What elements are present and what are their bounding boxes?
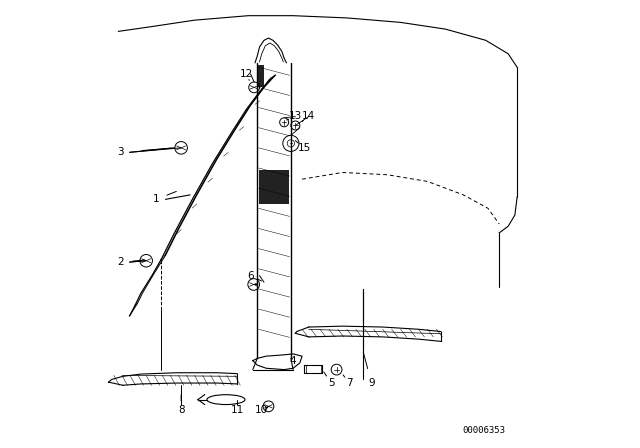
Text: 13: 13	[289, 112, 302, 121]
Text: 7: 7	[346, 378, 353, 388]
Text: 6: 6	[247, 271, 254, 280]
Text: 5: 5	[328, 378, 335, 388]
Text: 1: 1	[153, 194, 160, 204]
Ellipse shape	[207, 395, 245, 405]
Text: 10: 10	[255, 405, 268, 415]
Text: 2: 2	[117, 257, 124, 267]
Text: 15: 15	[298, 143, 311, 153]
Text: 8: 8	[178, 405, 184, 415]
Text: 00006353: 00006353	[462, 426, 505, 435]
Text: 3: 3	[117, 147, 124, 157]
Text: 12: 12	[239, 69, 253, 79]
Text: 4: 4	[290, 356, 296, 366]
Polygon shape	[260, 76, 273, 92]
Text: 9: 9	[368, 378, 375, 388]
Polygon shape	[258, 65, 264, 87]
Text: 11: 11	[230, 405, 244, 415]
Bar	[259, 170, 289, 204]
Text: 14: 14	[302, 112, 316, 121]
